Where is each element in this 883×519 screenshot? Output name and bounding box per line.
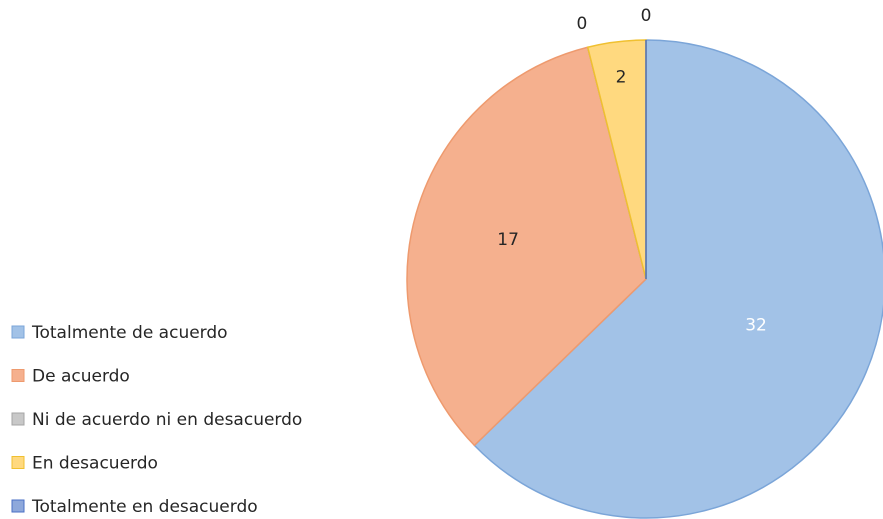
legend-label: Ni de acuerdo ni en desacuerdo <box>32 410 302 430</box>
legend-label: Totalmente en desacuerdo <box>31 497 258 517</box>
data-label: 2 <box>616 67 627 87</box>
legend-label: En desacuerdo <box>32 454 158 474</box>
pie-slice <box>406 46 647 447</box>
legend-label: De acuerdo <box>32 367 130 387</box>
legend-swatch <box>11 369 25 382</box>
legend-swatch <box>11 325 25 339</box>
pie-slice <box>473 39 883 519</box>
legend-swatch <box>11 412 25 426</box>
data-label: 0 <box>641 6 652 26</box>
legend-swatch <box>11 499 25 513</box>
data-label: 0 <box>576 14 587 34</box>
data-label: 17 <box>497 230 519 250</box>
data-label: 32 <box>745 316 767 336</box>
legend-swatch <box>11 456 25 469</box>
legend-label: Totalmente de acuerdo <box>31 323 228 343</box>
